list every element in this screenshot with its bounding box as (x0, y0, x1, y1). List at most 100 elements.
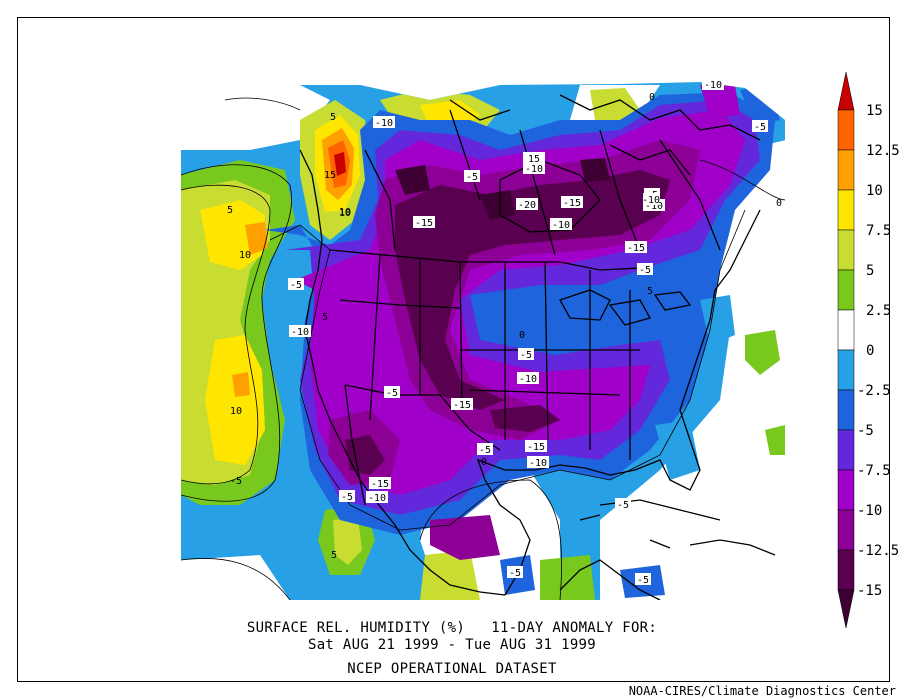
colorbar-labels: 15 12.5 10 7.5 5 2.5 0 -2.5 -5 -7.5 -10 -12.5 -15 (857, 103, 900, 599)
colorbar-tick-label: -7.5 (857, 463, 891, 479)
svg-text:10: 10 (230, 406, 242, 417)
contour-label: 5 (330, 112, 336, 123)
central-america (559, 559, 661, 600)
contour-label: 0 (649, 92, 655, 103)
field-neg-20-b (480, 190, 515, 220)
contour-label: -15 (525, 440, 547, 453)
contour-label: 0 (519, 330, 525, 341)
colorbar-tick-label: -5 (857, 423, 874, 439)
contour-label: 15 (523, 152, 545, 165)
colorbar-tick-label: 5 (866, 263, 874, 279)
contour-label: -10 (366, 491, 388, 504)
colorbar-segment (837, 229, 855, 271)
field-pos-pacific-10b (232, 372, 250, 397)
colorbar-top-triangle (837, 71, 855, 111)
contour-label: 5 (227, 205, 233, 216)
contour-labels: -10 -5 5 10 -5 15 10 15 -10 -10 -15 -20 … (227, 78, 782, 586)
contour-label: -5 (464, 170, 480, 183)
colorbar-tick-label: -12.5 (857, 543, 899, 559)
contour-label: -20 (516, 198, 538, 211)
contour-label: -5 (230, 476, 242, 487)
contour-label: -5 (752, 120, 768, 133)
contour-label: -5 (635, 573, 651, 586)
contour-label: -10 (550, 218, 572, 231)
contour-lines (181, 97, 785, 600)
field-neg-12p5-mx (430, 515, 500, 560)
svg-text:0: 0 (519, 330, 525, 341)
field-neg-20-c (580, 158, 610, 182)
contour-line (181, 164, 292, 502)
pacific-coastline (299, 149, 506, 596)
great-lakes (559, 289, 692, 326)
svg-text:0: 0 (776, 198, 782, 209)
figure-frame (17, 17, 890, 682)
contour-label: -5 (518, 348, 534, 361)
svg-text:10: 10 (339, 208, 351, 219)
svg-text:-15: -15 (415, 218, 433, 229)
contour-label: -5 (339, 490, 355, 503)
contour-label: 10 (239, 250, 251, 261)
contour-label: -5 (637, 263, 653, 276)
svg-text:10: 10 (339, 207, 351, 218)
colorbar-segment (837, 349, 855, 391)
contour-label: -15 (413, 216, 435, 229)
contour-label: 0 (481, 457, 487, 468)
colorbar-tick-label: -2.5 (857, 383, 891, 399)
svg-text:-10: -10 (525, 164, 543, 175)
contour-label: -15 (451, 398, 473, 411)
contour-label: -5 (477, 443, 493, 456)
colorbar-segment (837, 509, 855, 551)
colorbar-bottom-triangle (837, 589, 855, 629)
colorbar-tick-label: 10 (866, 183, 883, 199)
field-neg-20-a (395, 165, 430, 195)
field-neutral-sw (181, 555, 290, 600)
svg-text:-5: -5 (341, 492, 353, 503)
contour-line (181, 558, 291, 600)
contour-label: -10 (527, 456, 549, 469)
svg-text:5: 5 (322, 312, 328, 323)
svg-text:-10: -10 (368, 493, 386, 504)
svg-text:-10: -10 (291, 327, 309, 338)
field-neg-10-ne (700, 85, 740, 118)
colorbar-tick-label: 12.5 (866, 143, 900, 159)
contour-label: -10 (517, 372, 539, 385)
field-neg-2p5-ne (700, 295, 735, 345)
svg-text:-10: -10 (519, 374, 537, 385)
field-neg-15-sw (345, 435, 385, 475)
contour-label: 10 (339, 207, 351, 218)
colorbar-segment (837, 269, 855, 311)
contour-label: -10 (289, 325, 311, 338)
svg-text:-15: -15 (563, 198, 581, 209)
svg-text:-5: -5 (509, 568, 521, 579)
contour-label: -10 (702, 78, 724, 91)
chart-title: SURFACE REL. HUMIDITY (%) 11-DAY ANOMALY… (246, 620, 658, 636)
colorbar-segment (837, 549, 855, 591)
caribbean-islands (579, 499, 776, 556)
field-neg-15-tx (490, 405, 560, 432)
colorbar-segment (837, 389, 855, 431)
svg-text:-10: -10 (375, 118, 393, 129)
svg-text:-10: -10 (642, 195, 660, 206)
contour-label: 5 (322, 312, 328, 323)
colorbar-tick-label: -15 (857, 583, 882, 599)
colorbar-tick-label: 7.5 (866, 223, 891, 239)
arctic-islands (449, 94, 761, 176)
colorbar-tick-label: -10 (857, 503, 882, 519)
contour-label: 5 (331, 550, 337, 561)
svg-text:15: 15 (528, 154, 540, 165)
field-pos-pacific-10 (245, 222, 268, 255)
svg-text:-5: -5 (617, 500, 629, 511)
field-pos-bc-15 (334, 152, 346, 176)
svg-text:-5: -5 (520, 350, 532, 361)
chart-dataset: NCEP OPERATIONAL DATASET (347, 661, 557, 677)
colorbar-tick-label: 2.5 (866, 303, 891, 319)
contour-label: 10 (230, 406, 242, 417)
contour-label: -10 (523, 162, 545, 175)
credit-text: NOAA-CIRES/Climate Diagnostics Center (628, 684, 896, 698)
svg-text:-15: -15 (371, 479, 389, 490)
hudson-bay (499, 159, 601, 233)
contour-label: -15 (625, 241, 647, 254)
contour-label: -15 (561, 196, 583, 209)
field-pos-atlantic (745, 330, 780, 375)
